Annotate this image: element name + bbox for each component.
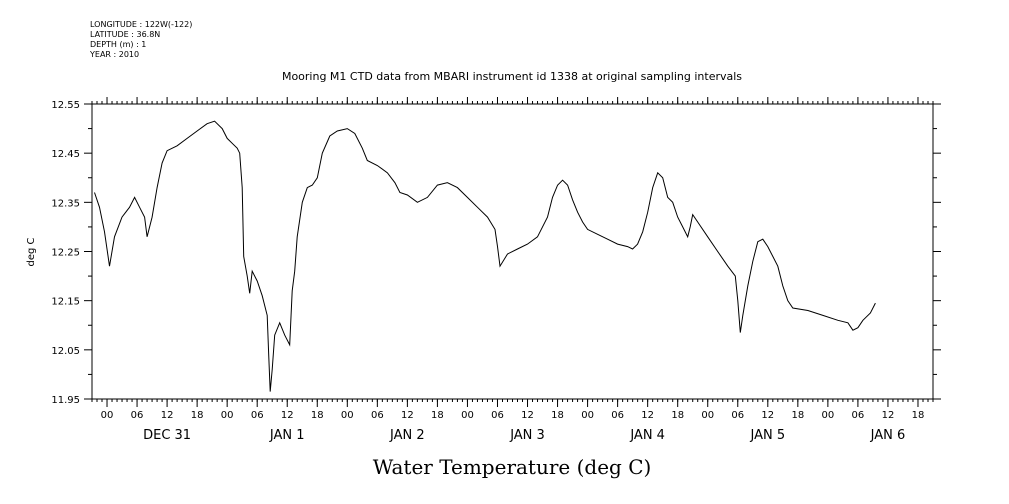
y-tick-label: 12.45 — [51, 149, 80, 160]
longitude-label: LONGITUDE : 122W(-122) — [90, 20, 193, 29]
y-tick-label: 12.25 — [51, 248, 80, 259]
x-tick-label: 00 — [221, 410, 234, 421]
x-day-label: JAN 1 — [269, 428, 305, 443]
x-tick-label: 00 — [461, 410, 474, 421]
x-tick-label: 18 — [551, 410, 564, 421]
x-tick-label: 18 — [191, 410, 204, 421]
x-axis: 00 06 12 18 00 06 12 18 00 06 12 18 00 06 12 18 00 06 12 18… — [101, 97, 925, 443]
x-tick-label: 00 — [701, 410, 714, 421]
x-tick-label: 00 — [101, 410, 114, 421]
x-day-label: JAN 5 — [749, 428, 785, 443]
x-tick-label: 00 — [341, 410, 354, 421]
x-tick-label: 12 — [401, 410, 414, 421]
x-tick-label: 18 — [671, 410, 684, 421]
y-tick-label: 12.35 — [51, 198, 80, 209]
x-day-label: DEC 31 — [143, 428, 191, 443]
x-tick-label: 00 — [581, 410, 594, 421]
y-tick-label: 11.95 — [51, 395, 80, 406]
x-tick-label: 12 — [161, 410, 174, 421]
x-tick-label: 12 — [281, 410, 294, 421]
x-day-label: JAN 4 — [629, 428, 665, 443]
x-tick-label: 18 — [311, 410, 324, 421]
depth-label: DEPTH (m) : 1 — [90, 40, 147, 49]
x-tick-label: 06 — [611, 410, 624, 421]
x-tick-label: 12 — [521, 410, 534, 421]
metadata-block: LONGITUDE : 122W(-122) LATITUDE : 36.8N … — [90, 20, 192, 60]
x-tick-label: 12 — [761, 410, 774, 421]
x-day-label: JAN 3 — [509, 428, 545, 443]
x-tick-label: 06 — [371, 410, 384, 421]
y-axis-label: deg C — [26, 237, 37, 266]
x-tick-label: 18 — [791, 410, 804, 421]
latitude-label: LATITUDE : 36.8N — [90, 30, 161, 39]
y-tick-label: 12.05 — [51, 346, 80, 357]
x-day-label: JAN 2 — [389, 428, 425, 443]
x-tick-label: 06 — [491, 410, 504, 421]
y-axis: 11.95 12.05 12.15 12.25 12.35 12.45 12.55 — [51, 100, 941, 406]
x-day-label: JAN 6 — [870, 428, 906, 443]
x-tick-label: 12 — [882, 410, 895, 421]
x-tick-label: 06 — [731, 410, 744, 421]
x-axis-label: Water Temperature (deg C) — [373, 455, 652, 479]
x-tick-label: 06 — [131, 410, 144, 421]
y-tick-label: 12.15 — [51, 297, 80, 308]
x-tick-label: 06 — [251, 410, 264, 421]
x-tick-label: 18 — [431, 410, 444, 421]
chart-title: Mooring M1 CTD data from MBARI instrumen… — [282, 70, 742, 83]
series-line — [94, 120, 876, 392]
x-tick-label: 12 — [641, 410, 654, 421]
year-label: YEAR : 2010 — [90, 50, 140, 59]
x-tick-label: 18 — [912, 410, 925, 421]
x-tick-label: 06 — [852, 410, 865, 421]
y-tick-label: 12.55 — [51, 100, 80, 111]
x-tick-label: 00 — [822, 410, 835, 421]
